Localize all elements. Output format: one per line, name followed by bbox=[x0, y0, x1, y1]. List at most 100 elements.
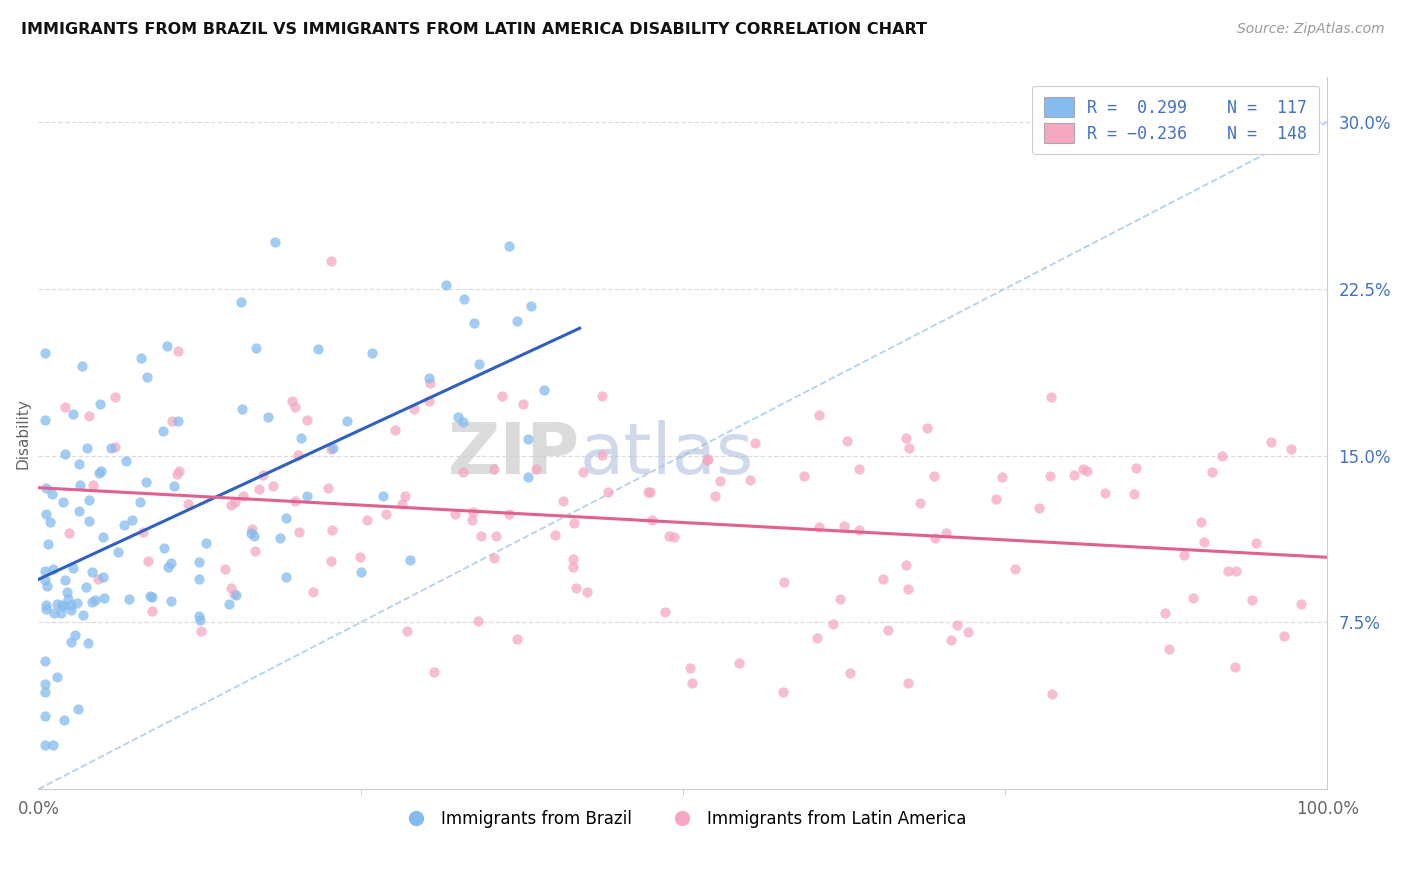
Point bbox=[1040, 687, 1063, 701]
Point bbox=[77, 409, 100, 424]
Point bbox=[447, 410, 470, 425]
Point bbox=[91, 570, 114, 584]
Point bbox=[307, 342, 329, 356]
Point bbox=[598, 485, 620, 500]
Point bbox=[491, 389, 513, 403]
Point bbox=[141, 604, 163, 618]
Point bbox=[562, 552, 585, 566]
Point bbox=[156, 559, 179, 574]
Point bbox=[922, 469, 945, 483]
Point bbox=[194, 536, 217, 550]
Point bbox=[166, 467, 188, 481]
Point bbox=[34, 573, 56, 587]
Point bbox=[544, 528, 567, 542]
Point bbox=[839, 665, 862, 680]
Point bbox=[897, 582, 920, 596]
Point bbox=[87, 466, 110, 480]
Point bbox=[321, 523, 343, 537]
Point bbox=[848, 523, 870, 537]
Point bbox=[1123, 487, 1146, 501]
Point bbox=[77, 636, 100, 650]
Point bbox=[924, 531, 946, 545]
Point bbox=[956, 625, 979, 640]
Point bbox=[34, 676, 56, 690]
Point bbox=[467, 614, 489, 628]
Point bbox=[53, 400, 76, 414]
Point bbox=[986, 491, 1008, 506]
Point bbox=[72, 607, 94, 622]
Text: atlas: atlas bbox=[579, 420, 754, 489]
Point bbox=[418, 393, 440, 408]
Point bbox=[34, 346, 56, 360]
Point bbox=[349, 549, 371, 564]
Point bbox=[263, 235, 285, 250]
Point bbox=[77, 514, 100, 528]
Point bbox=[247, 482, 270, 496]
Point bbox=[42, 606, 65, 620]
Point bbox=[837, 434, 859, 448]
Point bbox=[453, 292, 475, 306]
Point bbox=[697, 452, 720, 467]
Point bbox=[284, 494, 307, 508]
Point bbox=[897, 676, 920, 690]
Point bbox=[34, 413, 56, 427]
Point bbox=[463, 316, 485, 330]
Point bbox=[262, 479, 284, 493]
Point bbox=[90, 464, 112, 478]
Point bbox=[89, 397, 111, 411]
Point bbox=[160, 594, 183, 608]
Point bbox=[59, 602, 82, 616]
Point bbox=[910, 496, 932, 510]
Point bbox=[302, 585, 325, 599]
Point bbox=[434, 278, 457, 293]
Point bbox=[129, 351, 152, 365]
Point bbox=[153, 541, 176, 555]
Point bbox=[848, 462, 870, 476]
Point bbox=[808, 409, 831, 423]
Point bbox=[394, 489, 416, 503]
Point bbox=[371, 489, 394, 503]
Point bbox=[76, 442, 98, 456]
Point bbox=[240, 522, 263, 536]
Point bbox=[744, 436, 766, 450]
Point bbox=[53, 447, 76, 461]
Y-axis label: Disability: Disability bbox=[15, 398, 30, 469]
Point bbox=[107, 544, 129, 558]
Point bbox=[219, 498, 242, 512]
Point bbox=[121, 513, 143, 527]
Point bbox=[877, 623, 900, 637]
Point bbox=[696, 453, 718, 467]
Point bbox=[167, 343, 190, 358]
Point bbox=[232, 489, 254, 503]
Point bbox=[129, 495, 152, 509]
Point bbox=[93, 591, 115, 605]
Point bbox=[67, 458, 90, 472]
Point bbox=[451, 465, 474, 479]
Point bbox=[225, 588, 247, 602]
Point bbox=[1094, 485, 1116, 500]
Point bbox=[1225, 660, 1247, 674]
Point bbox=[318, 481, 340, 495]
Point bbox=[384, 424, 406, 438]
Point bbox=[245, 543, 267, 558]
Point bbox=[295, 490, 318, 504]
Point bbox=[231, 402, 253, 417]
Point bbox=[591, 389, 613, 403]
Point bbox=[104, 440, 127, 454]
Point bbox=[572, 465, 595, 479]
Point bbox=[637, 485, 659, 500]
Point bbox=[792, 469, 814, 483]
Point bbox=[159, 556, 181, 570]
Point bbox=[58, 526, 80, 541]
Point bbox=[561, 560, 583, 574]
Point bbox=[34, 685, 56, 699]
Point bbox=[679, 661, 702, 675]
Point bbox=[42, 561, 65, 575]
Point bbox=[823, 616, 845, 631]
Point bbox=[256, 410, 278, 425]
Point bbox=[591, 449, 613, 463]
Point bbox=[1040, 390, 1063, 404]
Point bbox=[565, 582, 588, 596]
Point bbox=[46, 670, 69, 684]
Point bbox=[34, 598, 56, 612]
